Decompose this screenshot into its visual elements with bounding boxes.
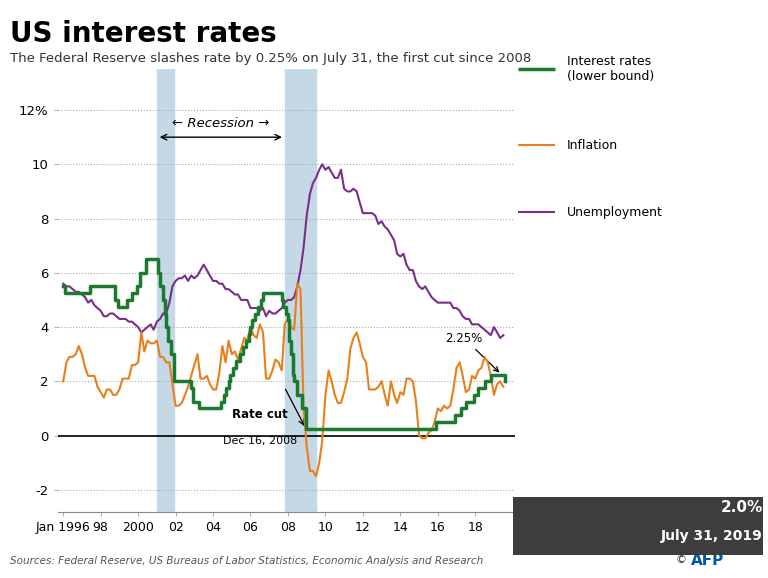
Text: The Federal Reserve slashes rate by 0.25% on July 31, the first cut since 2008: The Federal Reserve slashes rate by 0.25… <box>10 52 531 65</box>
Text: ©: © <box>676 555 687 565</box>
Text: July 31, 2019: July 31, 2019 <box>661 529 763 543</box>
Text: 2.25%: 2.25% <box>445 332 498 372</box>
Bar <box>157 69 174 512</box>
Text: 2.0%: 2.0% <box>720 500 763 515</box>
Text: ← Recession →: ← Recession → <box>172 117 270 130</box>
Text: Dec 16, 2008: Dec 16, 2008 <box>223 436 297 446</box>
Text: AFP: AFP <box>691 553 724 568</box>
Text: Interest rates
(lower bound): Interest rates (lower bound) <box>567 55 654 83</box>
Text: Unemployment: Unemployment <box>567 206 663 218</box>
Text: US interest rates: US interest rates <box>10 20 276 48</box>
Text: Inflation: Inflation <box>567 139 618 152</box>
Bar <box>285 69 316 512</box>
Text: Sources: Federal Reserve, US Bureaus of Labor Statistics, Economic Analysis and : Sources: Federal Reserve, US Bureaus of … <box>10 555 483 565</box>
Text: Rate cut: Rate cut <box>232 407 288 421</box>
